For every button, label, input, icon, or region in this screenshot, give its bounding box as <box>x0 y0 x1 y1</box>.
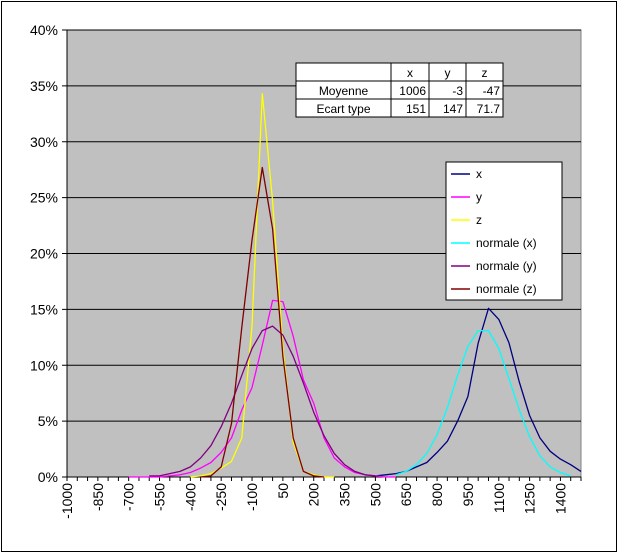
y-tick-label: 10% <box>30 357 58 373</box>
y-tick-label: 30% <box>30 134 58 150</box>
x-tick-label: -100 <box>244 483 260 511</box>
x-tick-label: 1400 <box>552 483 568 514</box>
stats-table-cell: 151 <box>406 102 426 116</box>
x-tick-label: -250 <box>213 483 229 511</box>
x-tick-label: 200 <box>306 483 322 507</box>
stats-table-header: x <box>407 66 413 80</box>
y-tick-label: 5% <box>38 413 58 429</box>
stats-table-cell: Moyenne <box>319 84 369 98</box>
stats-table-header: z <box>482 66 488 80</box>
x-tick-label: 1250 <box>522 483 538 514</box>
x-tick-label: -1000 <box>59 483 75 519</box>
series-line-5 <box>200 166 325 478</box>
stats-table: x y z Moyenne 1006 -3 -47 Ecart type 151 147 71.7 <box>295 62 504 118</box>
legend-label-3: normale (x) <box>476 236 537 250</box>
y-tick-label: 40% <box>30 22 58 38</box>
x-tick-label: -550 <box>152 483 168 511</box>
x-axis: -1000 -850 -700 -550 -400 -250 -100 50 200 350 500… <box>59 476 582 519</box>
x-tick-label: 500 <box>367 483 383 507</box>
legend-label-0: x <box>476 167 482 181</box>
stats-table-header: y <box>445 66 451 80</box>
x-tick-label: 950 <box>460 483 476 507</box>
series-line-2 <box>190 93 335 478</box>
series-line-1 <box>128 299 396 478</box>
y-tick-label: 25% <box>30 190 58 206</box>
x-tick-label: 800 <box>429 483 445 507</box>
legend-label-4: normale (y) <box>476 259 537 273</box>
x-tick-label: -850 <box>90 483 106 511</box>
stats-table-cell: -3 <box>452 84 463 98</box>
x-tick-label: 650 <box>398 483 414 507</box>
stats-table-cell: -47 <box>483 84 501 98</box>
legend-label-1: y <box>476 190 482 204</box>
y-tick-label: 20% <box>30 246 58 262</box>
y-tick-label: 35% <box>30 78 58 94</box>
series-lines <box>128 93 582 478</box>
x-tick-label: -700 <box>121 483 137 511</box>
stats-table-cell: Ecart type <box>316 102 370 116</box>
legend: xyz normale (x) normale (y) normale (z) <box>445 161 563 301</box>
stats-table-cell: 147 <box>443 102 463 116</box>
series-line-4 <box>149 325 376 477</box>
y-tick-label: 0% <box>38 469 58 485</box>
x-tick-label: 50 <box>275 483 291 499</box>
stats-table-cell: 1006 <box>399 84 426 98</box>
legend-box <box>445 161 563 301</box>
legend-label-5: normale (z) <box>476 282 537 296</box>
stats-table-frame <box>295 62 504 118</box>
x-tick-label: 350 <box>337 483 353 507</box>
y-tick-label: 15% <box>30 301 58 317</box>
x-tick-label: -400 <box>182 483 198 511</box>
x-tick-label: 1100 <box>491 483 507 513</box>
series-line-3 <box>395 329 571 477</box>
stats-table-cell: 71.7 <box>477 102 501 116</box>
y-axis: 0% 5% 10% 15% 20% 25% 30% 35% 40% <box>30 22 68 485</box>
legend-label-2: z <box>476 213 482 227</box>
